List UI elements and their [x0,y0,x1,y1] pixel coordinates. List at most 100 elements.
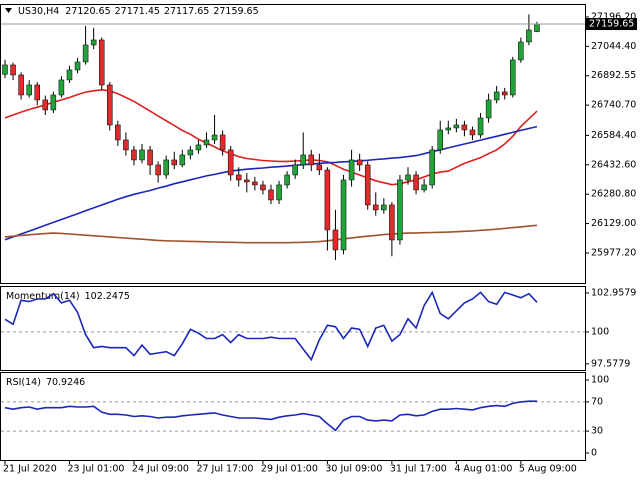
candle-body [244,179,250,183]
rsi-title: RSI(14) 70.9246 [6,377,85,388]
indicator-line [4,290,538,362]
indicator-value: 70.9246 [46,377,85,388]
candle-body [171,159,178,166]
candle-body [340,179,347,251]
candle-body [332,229,339,251]
candle-body [50,94,57,111]
candle-body [477,117,484,136]
indicator-name: RSI(14) [6,377,41,388]
candle-body [421,184,427,191]
moving-average [4,125,538,241]
candle-body [373,204,379,211]
y-tick-label: 25977.20 [591,247,636,258]
candle-body [518,41,524,61]
candle-body [510,59,516,96]
x-tick-label: 29 Jul 01:00 [261,464,318,475]
candle-body [413,174,419,191]
x-tick-label: 23 Jul 01:00 [67,464,124,475]
candle-body [381,204,387,211]
x-tick-label: 30 Jul 09:00 [325,464,382,475]
close-value: 27159.65 [213,6,258,17]
candle-body [82,44,89,63]
candle-body [74,61,81,71]
momentum-title: Momentum(14) 102.2475 [6,291,130,302]
candle-body [453,124,460,129]
candle-body [316,164,323,171]
candle-body [98,39,105,86]
candle-body [66,69,73,81]
y-tick-label: 26584.40 [591,130,636,141]
indicator-line [4,400,537,432]
candle-body [10,64,16,76]
candle-body [469,129,476,136]
x-tick-label: 27 Jul 17:00 [196,464,253,475]
candle-body [219,134,226,151]
open-value: 27120.65 [65,6,110,17]
y-tick-label: 26280.80 [591,189,636,200]
candle-body [397,179,403,241]
candle-body [461,124,468,131]
candle-body [42,99,49,111]
candle-body [26,84,32,96]
candle-body [211,134,218,141]
y-tick-label: 70 [591,396,603,407]
candle-body [300,154,306,166]
candle-body [123,139,129,151]
candle-body [58,79,65,96]
candle-body [34,84,40,101]
candle-body [292,164,298,176]
y-tick-label: 27044.40 [591,41,636,52]
x-tick-label: 24 Jul 09:00 [132,464,189,475]
candle-body [437,129,443,151]
candle-body [308,154,315,166]
moving-average [4,224,538,244]
x-tick-label: 5 Aug 09:00 [519,464,577,475]
price-panel [0,4,586,284]
y-tick-label: 0 [591,447,597,458]
low-value: 27117.65 [164,6,209,17]
high-value: 27171.45 [115,6,160,17]
candle-body [493,91,500,101]
price-title: US30,H4 27120.65 27171.45 27117.65 27159.65 [18,6,259,17]
indicator-name: Momentum(14) [6,291,80,302]
candle-body [445,127,452,131]
price-label: 27159.65 [589,19,634,30]
candle-body [2,64,8,75]
candle-body [405,174,411,181]
candle-body [179,154,186,166]
moving-average [4,88,538,186]
candle-body [155,164,161,176]
y-tick-label: 26432.60 [591,159,636,170]
candle-body [324,169,331,231]
y-tick-label: 30 [591,426,603,437]
candle-body [501,91,508,96]
candle-body [227,149,234,176]
candle-body [348,159,355,181]
x-tick-label: 21 Jul 2020 [3,464,57,475]
price-box [585,18,637,31]
candle-body [485,99,492,119]
symbol: US30,H4 [18,6,59,17]
x-tick-label: 4 Aug 01:00 [454,464,512,475]
candle-body [90,39,97,46]
y-tick-label: 26129.00 [591,218,636,229]
y-tick-label: 100 [591,326,609,337]
candle-body [139,149,145,161]
candle-body [115,124,121,141]
candle-body [163,159,169,176]
candle-body [260,184,266,191]
candle-body [356,159,363,166]
candle-body [187,149,194,156]
candle-body [147,149,153,166]
candle-body [268,189,274,201]
y-tick-label: 102.9579 [591,287,636,298]
candle-body [18,74,24,96]
candle-body [429,149,435,186]
x-tick-label: 31 Jul 17:00 [390,464,447,475]
candle-body [534,23,540,32]
candle-body [526,29,532,43]
y-tick-label: 26892.55 [591,70,636,81]
candle-body [195,144,202,151]
